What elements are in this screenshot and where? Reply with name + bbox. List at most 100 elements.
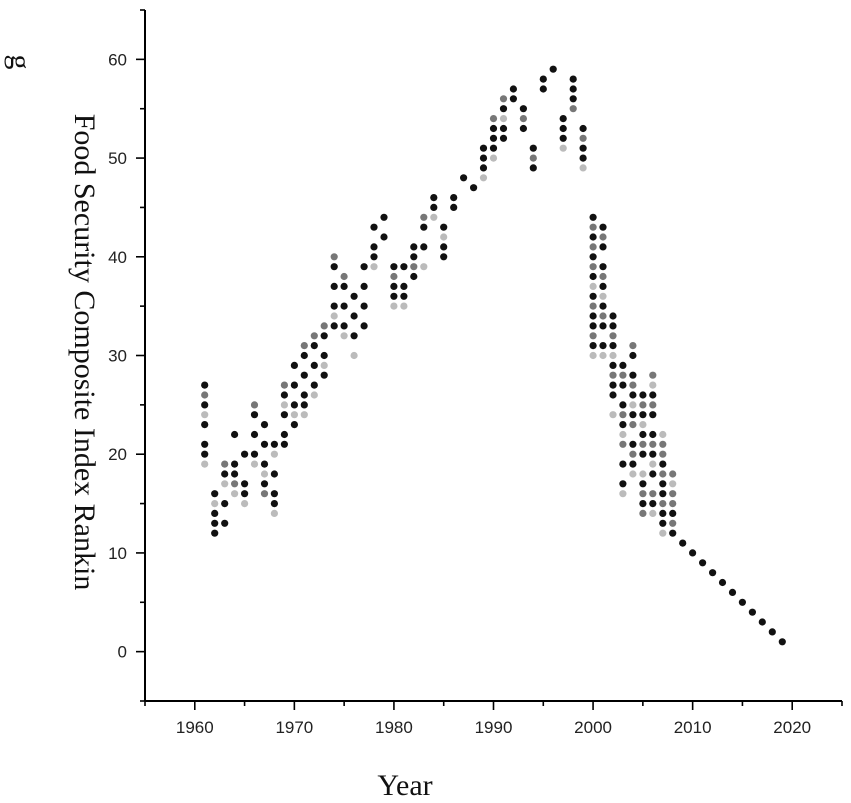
data-point-dark: [241, 450, 249, 458]
data-point-dark: [768, 628, 776, 636]
data-point-mid: [629, 450, 637, 458]
ticks: 1960 1970 1980 1990 2000 2010 2020 0 10 20 30 40 50 6…: [108, 9, 843, 737]
data-point-dark: [649, 391, 657, 399]
data-point-dark: [350, 312, 358, 320]
data-point-dark: [241, 490, 249, 498]
data-point-mid: [589, 302, 597, 310]
data-point-light: [310, 391, 318, 399]
data-point-mid: [599, 312, 607, 320]
data-point-mid: [589, 263, 597, 271]
data-point-dark: [231, 470, 239, 478]
data-point-dark: [519, 124, 528, 133]
data-point-dark: [519, 105, 528, 113]
data-point-dark: [380, 233, 388, 241]
data-point-light: [639, 421, 647, 429]
data-point-dark: [738, 598, 747, 606]
data-point-dark: [728, 588, 737, 597]
data-point-dark: [659, 480, 667, 488]
data-point-dark: [549, 65, 557, 73]
data-point-dark: [390, 282, 398, 290]
data-point-dark: [310, 381, 318, 389]
data-point-dark: [778, 638, 786, 646]
data-point-dark: [280, 391, 288, 399]
data-point-light: [629, 470, 637, 478]
y-tick-label: 60: [108, 50, 127, 69]
data-point-dark: [479, 144, 488, 152]
x-axis-title: Year: [377, 769, 432, 802]
data-point-mid: [390, 272, 398, 281]
data-point-dark: [619, 421, 627, 429]
data-point-mid: [310, 332, 318, 340]
data-point-dark: [609, 322, 617, 330]
data-point-dark: [400, 282, 408, 290]
data-point-mid: [529, 154, 537, 162]
data-point-mid: [659, 450, 667, 458]
data-point-dark: [509, 95, 517, 103]
data-point-light: [241, 500, 249, 508]
data-point-dark: [390, 292, 398, 300]
data-point-dark: [440, 243, 448, 251]
data-point-dark: [599, 263, 607, 271]
data-point-dark: [589, 233, 597, 241]
data-point-dark: [659, 490, 667, 498]
data-point-dark: [579, 124, 587, 133]
data-point-dark: [589, 342, 597, 350]
data-point-dark: [509, 85, 517, 93]
y-tick-label: 30: [108, 347, 127, 366]
data-point-dark: [211, 509, 219, 517]
data-point-dark: [440, 223, 448, 231]
data-point-light: [649, 381, 657, 389]
data-point-mid: [489, 115, 498, 123]
data-point-dark: [330, 263, 338, 271]
data-point-light: [489, 154, 498, 162]
data-point-dark: [599, 342, 607, 350]
data-point-dark: [270, 500, 278, 508]
data-point-dark: [639, 411, 647, 419]
data-point-dark: [390, 263, 398, 271]
data-point-light: [300, 411, 308, 419]
data-point-dark: [270, 490, 278, 498]
data-point-dark: [649, 500, 657, 508]
data-point-mid: [499, 95, 508, 103]
data-point-dark: [599, 302, 607, 310]
data-point-dark: [659, 460, 667, 468]
data-point-dark: [569, 95, 577, 103]
data-point-light: [250, 460, 259, 468]
data-point-dark: [201, 450, 209, 458]
data-point-dark: [320, 332, 328, 340]
data-point-mid: [599, 233, 607, 241]
y-axis-title-wrap: g: [4, 55, 37, 70]
data-point-dark: [260, 460, 269, 468]
data-point-dark: [609, 361, 617, 369]
data-point-dark: [310, 361, 318, 369]
data-point-light: [649, 460, 657, 468]
y-tick-label: 20: [108, 445, 127, 464]
data-point-mid: [300, 342, 308, 350]
data-point-mid: [649, 401, 657, 409]
data-point-dark: [579, 144, 587, 152]
y-tick-label: 10: [108, 544, 127, 563]
data-point-dark: [529, 164, 537, 172]
data-point-light: [609, 411, 617, 419]
data-point-dark: [689, 549, 697, 557]
data-point-light: [280, 401, 288, 409]
data-point-dark: [430, 194, 438, 202]
data-point-mid: [639, 401, 647, 409]
data-point-dark: [489, 124, 498, 133]
data-point-mid: [320, 322, 328, 330]
data-point-dark: [529, 144, 537, 152]
data-point-mid: [579, 134, 587, 142]
data-point-mid: [639, 440, 647, 448]
data-point-dark: [221, 500, 229, 508]
data-point-mid: [629, 421, 637, 429]
data-point-dark: [718, 578, 727, 587]
data-point-dark: [709, 569, 717, 577]
data-point-dark: [639, 500, 647, 508]
data-point-dark: [629, 440, 637, 448]
data-point-mid: [599, 272, 607, 281]
data-point-mid: [619, 411, 627, 419]
data-point-dark: [211, 490, 219, 498]
data-point-dark: [201, 440, 209, 448]
data-point-dark: [479, 164, 488, 172]
data-point-dark: [619, 401, 627, 409]
